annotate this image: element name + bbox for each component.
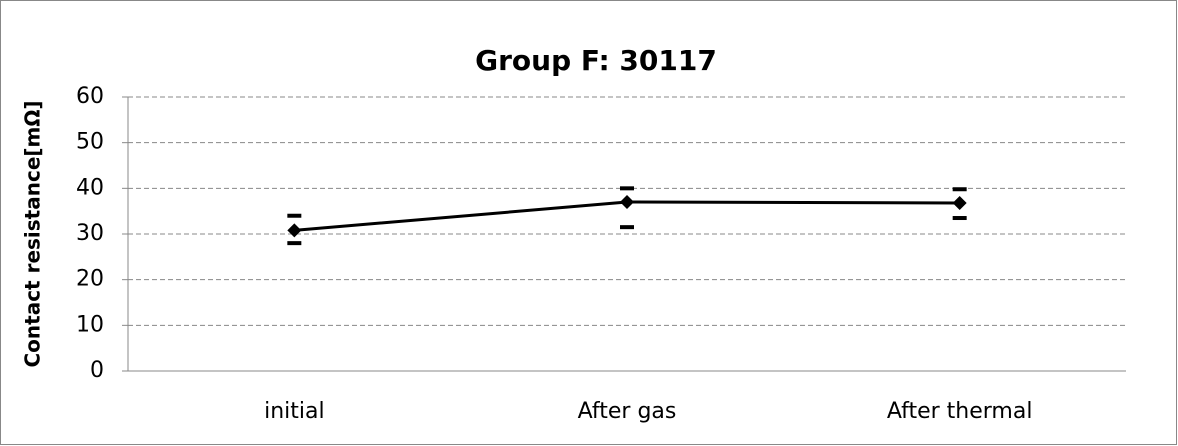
y-tick-label: 40 bbox=[76, 175, 104, 200]
x-tick-label: initial bbox=[264, 399, 325, 424]
x-tick-label: After gas bbox=[578, 399, 677, 424]
chart-title: Group F: 30117 bbox=[475, 44, 717, 77]
y-tick-label: 60 bbox=[76, 84, 104, 109]
marker bbox=[952, 195, 967, 210]
y-tick-label: 50 bbox=[76, 130, 104, 155]
y-tick-label: 0 bbox=[90, 358, 104, 383]
x-tick-label: After thermal bbox=[887, 399, 1033, 424]
y-tick-label: 20 bbox=[76, 267, 104, 292]
marker bbox=[620, 195, 634, 210]
marker bbox=[287, 223, 302, 238]
y-axis-label: Contact resistance[mΩ] bbox=[21, 100, 45, 367]
y-tick-label: 10 bbox=[76, 312, 104, 337]
y-tick-label: 30 bbox=[76, 221, 104, 246]
